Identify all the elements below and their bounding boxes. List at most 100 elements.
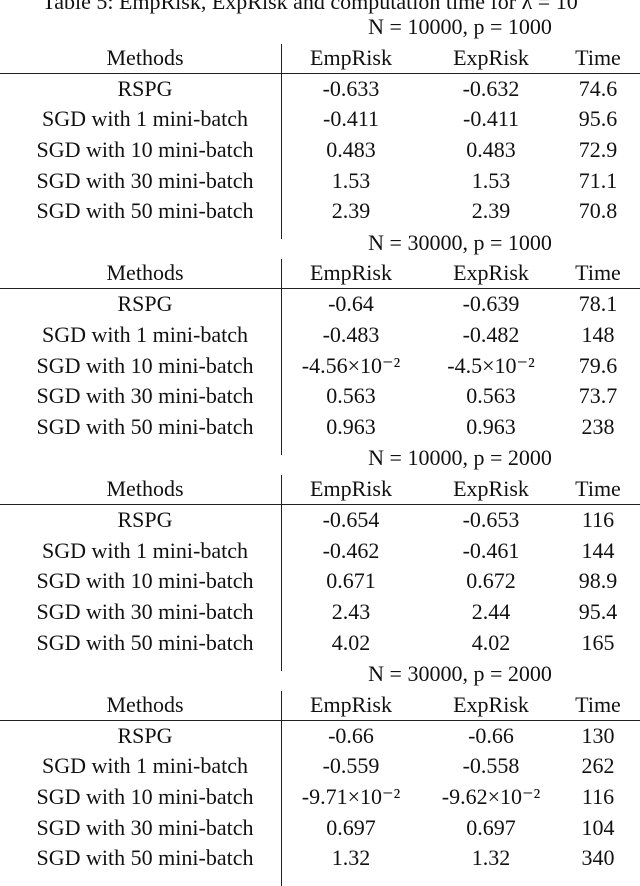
header-rule bbox=[0, 504, 640, 505]
cell: -0.64 bbox=[328, 291, 374, 317]
column-rule bbox=[281, 475, 282, 671]
cell: 0.483 bbox=[326, 136, 376, 162]
column-header: Methods bbox=[106, 691, 184, 717]
cell: -0.66 bbox=[328, 722, 374, 748]
caption: Table 5: EmpRisk, ExpRisk and computatio… bbox=[42, 0, 578, 14]
cell: -0.633 bbox=[322, 75, 380, 101]
cell: 340 bbox=[581, 845, 615, 871]
cell: 0.697 bbox=[326, 814, 376, 840]
cell: -0.482 bbox=[462, 322, 520, 347]
column-header: EmpRisk bbox=[310, 691, 392, 717]
cell: 0.671 bbox=[326, 568, 376, 594]
cell: 70.8 bbox=[578, 198, 618, 224]
header-rule bbox=[0, 719, 640, 721]
cell: -0.632 bbox=[462, 75, 520, 101]
cell: -0.654 bbox=[322, 507, 380, 533]
column-header: ExpRisk bbox=[453, 260, 529, 286]
cell: 0.563 bbox=[466, 383, 516, 409]
cell: 78.1 bbox=[578, 291, 618, 317]
column-header: Methods bbox=[106, 260, 184, 286]
cell: 165 bbox=[581, 629, 615, 655]
cell: 2.43 bbox=[331, 598, 371, 624]
method-name: RSPG bbox=[117, 507, 173, 533]
column-header: Time bbox=[575, 260, 621, 286]
column-header: Methods bbox=[106, 476, 184, 501]
column-rule bbox=[281, 259, 282, 455]
cell: 262 bbox=[581, 753, 615, 779]
cell: 238 bbox=[581, 413, 615, 439]
cell: -0.483 bbox=[322, 322, 380, 347]
method-name: RSPG bbox=[117, 75, 173, 101]
method-name: SGD with 10 mini-batch bbox=[36, 568, 254, 594]
cell: 74.6 bbox=[578, 75, 618, 101]
cell: 0.563 bbox=[326, 383, 376, 409]
method-name: SGD with 1 mini-batch bbox=[42, 753, 248, 779]
column-rule bbox=[281, 690, 282, 886]
cell: -4.56×10⁻² bbox=[301, 352, 401, 378]
cell: 2.39 bbox=[471, 198, 511, 224]
setting-label: N = 30000, p = 2000 bbox=[368, 661, 552, 687]
cell: 0.963 bbox=[326, 413, 376, 439]
cell: -0.558 bbox=[462, 753, 520, 779]
cell: -0.559 bbox=[322, 753, 380, 779]
cell: -0.462 bbox=[322, 537, 380, 563]
method-name: SGD with 30 mini-batch bbox=[36, 383, 254, 409]
column-header: ExpRisk bbox=[453, 691, 529, 717]
header-rule bbox=[0, 72, 640, 74]
cell: 71.1 bbox=[578, 167, 618, 193]
method-name: SGD with 50 mini-batch bbox=[36, 413, 254, 439]
cell: 4.02 bbox=[471, 629, 511, 655]
cell: -9.62×10⁻² bbox=[441, 784, 541, 809]
method-name: SGD with 1 mini-batch bbox=[42, 106, 248, 132]
method-name: SGD with 10 mini-batch bbox=[36, 784, 254, 809]
cell: 98.9 bbox=[578, 568, 618, 594]
column-header: EmpRisk bbox=[310, 260, 392, 286]
header-rule bbox=[0, 288, 640, 290]
cell: 1.53 bbox=[471, 167, 511, 193]
cell: 0.697 bbox=[466, 814, 516, 840]
method-name: SGD with 1 mini-batch bbox=[42, 537, 248, 563]
setting-label: N = 10000, p = 1000 bbox=[368, 14, 552, 39]
cell: 130 bbox=[581, 722, 615, 748]
column-header: Time bbox=[575, 476, 621, 501]
column-header: Methods bbox=[106, 44, 184, 70]
cell: 79.6 bbox=[578, 352, 618, 378]
column-header: EmpRisk bbox=[310, 476, 392, 501]
cell: 95.6 bbox=[578, 106, 618, 132]
column-rule bbox=[281, 43, 282, 240]
method-name: SGD with 30 mini-batch bbox=[36, 598, 254, 624]
column-header: EmpRisk bbox=[310, 44, 392, 70]
setting-label: N = 10000, p = 2000 bbox=[368, 445, 552, 471]
cell: 1.53 bbox=[331, 167, 371, 193]
cell: -9.71×10⁻² bbox=[301, 784, 401, 809]
cell: 1.32 bbox=[471, 845, 511, 871]
setting-label: N = 30000, p = 1000 bbox=[368, 229, 552, 255]
cell: -0.66 bbox=[468, 722, 514, 748]
cell: -4.5×10⁻² bbox=[447, 352, 535, 378]
cell: 72.9 bbox=[578, 136, 618, 162]
cell: 144 bbox=[581, 537, 615, 563]
cell: 0.483 bbox=[466, 136, 516, 162]
method-name: SGD with 10 mini-batch bbox=[36, 352, 254, 378]
method-name: SGD with 30 mini-batch bbox=[36, 167, 254, 193]
cell: -0.411 bbox=[322, 106, 380, 132]
cell: 0.963 bbox=[466, 413, 516, 439]
cell: -0.461 bbox=[462, 537, 520, 563]
cell: 2.44 bbox=[471, 598, 511, 624]
cell: 116 bbox=[581, 507, 615, 533]
method-name: SGD with 10 mini-batch bbox=[36, 136, 254, 162]
cell: 1.32 bbox=[331, 845, 371, 871]
method-name: RSPG bbox=[117, 291, 173, 317]
method-name: RSPG bbox=[117, 722, 173, 748]
column-header: ExpRisk bbox=[453, 44, 529, 70]
cell: 2.39 bbox=[331, 198, 371, 224]
cell: 104 bbox=[581, 814, 615, 840]
column-header: Time bbox=[575, 691, 621, 717]
cell: 4.02 bbox=[331, 629, 371, 655]
column-header: ExpRisk bbox=[453, 476, 529, 501]
cell: -0.639 bbox=[462, 291, 520, 317]
method-name: SGD with 50 mini-batch bbox=[36, 845, 254, 871]
column-header: Time bbox=[575, 44, 621, 70]
method-name: SGD with 1 mini-batch bbox=[42, 322, 248, 347]
